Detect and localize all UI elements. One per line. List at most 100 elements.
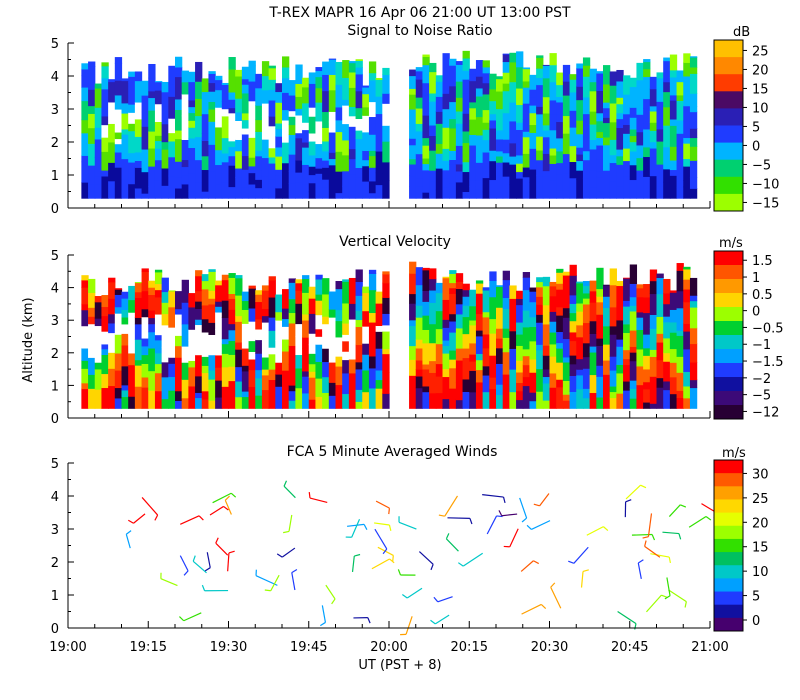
heatmap-cell (569, 391, 577, 409)
wind-barb (482, 494, 504, 498)
heatmap-cell (509, 52, 517, 63)
heatmap-cell (81, 275, 89, 281)
heatmap-cell (241, 396, 250, 409)
heatmap-cell (215, 354, 223, 368)
heatmap-cell (529, 372, 537, 385)
heatmap-cell (529, 168, 537, 183)
heatmap-cell (188, 137, 196, 149)
heatmap-cell (335, 309, 343, 322)
heatmap-cell (529, 148, 537, 156)
heatmap-cell (108, 277, 116, 283)
heatmap-cell (342, 340, 350, 352)
heatmap-cell (469, 370, 477, 393)
heatmap-cell (475, 134, 484, 147)
heatmap-cell (101, 170, 109, 177)
heatmap-cell (623, 277, 631, 279)
heatmap-cell (636, 392, 644, 409)
heatmap-cell (475, 95, 484, 118)
heatmap-cell (415, 177, 424, 187)
heatmap-cell (161, 398, 169, 409)
heatmap-cell (195, 397, 203, 409)
heatmap-cell (368, 61, 377, 74)
heatmap-cell (148, 90, 156, 99)
heatmap-cell (603, 344, 611, 361)
heatmap-cell (362, 391, 370, 409)
heatmap-cell (308, 116, 317, 134)
heatmap-cell (663, 352, 671, 362)
heatmap-cell (168, 327, 176, 349)
heatmap-cell (375, 96, 383, 115)
heatmap-cell (188, 190, 196, 199)
heatmap-cell (208, 399, 216, 409)
heatmap-cell (94, 138, 103, 158)
heatmap-cell (663, 60, 671, 83)
heatmap-cell (542, 65, 551, 79)
heatmap-cell (449, 65, 457, 73)
heatmap-cell (382, 282, 390, 298)
heatmap-cell (455, 170, 464, 183)
wind-barb-flag (526, 524, 532, 530)
heatmap-cell (516, 360, 524, 373)
heatmap-cell (516, 371, 524, 383)
colorbar-swatch (714, 40, 743, 58)
heatmap-cell (208, 191, 216, 199)
heatmap-cell (335, 356, 343, 367)
heatmap-cell (589, 90, 597, 112)
heatmap-cell (415, 387, 424, 409)
heatmap-cell (689, 137, 698, 147)
heatmap-cell (482, 72, 490, 84)
heatmap-cell (81, 63, 89, 70)
heatmap-cell (235, 341, 243, 350)
heatmap-cell (382, 103, 390, 126)
heatmap-cell (108, 141, 116, 163)
heatmap-cell (683, 120, 691, 139)
heatmap-cell (482, 139, 490, 153)
heatmap-cell (509, 81, 517, 103)
heatmap-cell (609, 154, 617, 164)
wind-barb (398, 521, 417, 530)
heatmap-cell (596, 345, 604, 366)
x-tick-label: 19:30 (210, 640, 247, 655)
heatmap-cell (215, 75, 223, 81)
heatmap-cell (542, 368, 551, 378)
heatmap-cell (141, 95, 149, 113)
heatmap-cell (516, 129, 524, 145)
wind-barb-flag (533, 560, 540, 565)
heatmap-cell (429, 372, 437, 394)
heatmap-cell (536, 113, 544, 137)
heatmap-cell (435, 123, 444, 145)
heatmap-cell (496, 384, 504, 396)
colorbar-label: −12 (752, 405, 779, 420)
heatmap-cell (335, 384, 343, 402)
heatmap-cell (455, 303, 464, 315)
heatmap-cell (663, 292, 671, 305)
heatmap-cell (502, 61, 510, 73)
heatmap-cell (649, 122, 658, 131)
heatmap-cell (529, 124, 537, 133)
heatmap-cell (509, 142, 517, 157)
heatmap-cell (282, 326, 290, 340)
heatmap-cell (502, 328, 510, 338)
heatmap-cell (288, 322, 296, 346)
heatmap-cell (315, 336, 323, 345)
heatmap-cell (549, 356, 557, 374)
heatmap-cell (362, 354, 370, 371)
heatmap-cell (181, 174, 189, 185)
heatmap-cell (482, 66, 490, 74)
heatmap-cell (422, 54, 430, 58)
heatmap-cell (355, 281, 363, 296)
heatmap-cell (542, 345, 551, 356)
heatmap-cell (603, 284, 611, 286)
heatmap-cell (663, 146, 671, 170)
heatmap-cell (268, 276, 276, 281)
heatmap-cell (516, 143, 524, 156)
heatmap-cell (175, 345, 183, 358)
heatmap-cell (683, 301, 691, 324)
heatmap-cell (342, 60, 350, 78)
heatmap-cell (375, 172, 383, 186)
wind-barb-flag (602, 526, 609, 532)
heatmap-cell (656, 106, 664, 130)
heatmap-cell (248, 386, 256, 409)
heatmap-cell (315, 87, 323, 103)
heatmap-cell (228, 165, 236, 173)
